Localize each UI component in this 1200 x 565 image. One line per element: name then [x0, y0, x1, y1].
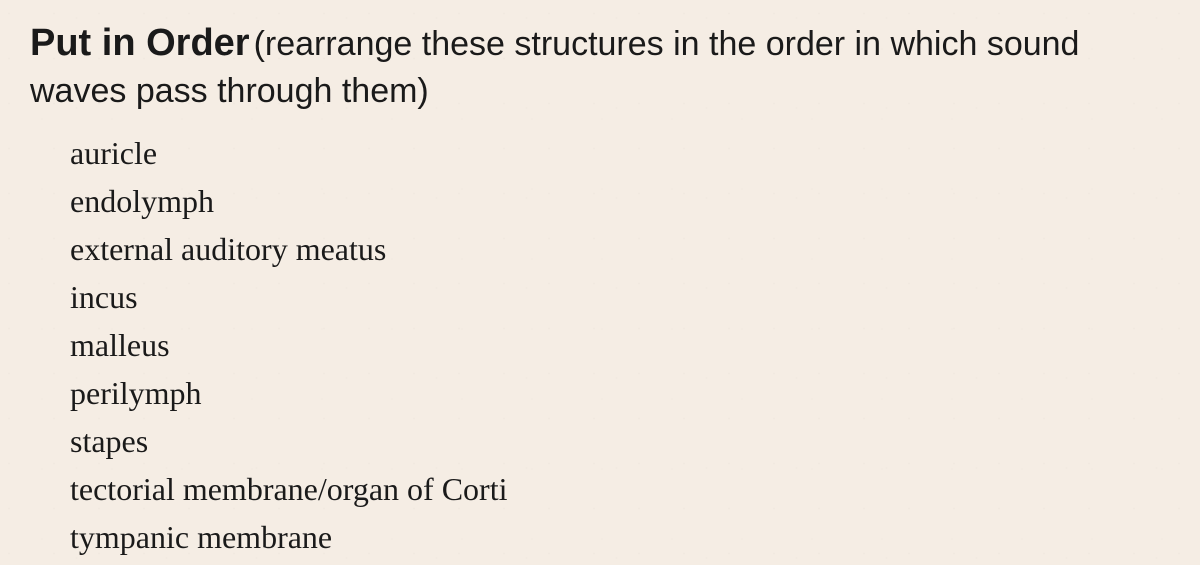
- list-item: incus: [70, 273, 1170, 321]
- list-item: stapes: [70, 417, 1170, 465]
- list-item: malleus: [70, 321, 1170, 369]
- heading-title: Put in Order: [30, 22, 250, 64]
- list-item: tectorial membrane/organ of Corti: [70, 465, 1170, 513]
- list-item: endolymph: [70, 177, 1170, 225]
- structure-list: auricle endolymph external auditory meat…: [30, 129, 1170, 561]
- list-item: tympanic membrane: [70, 513, 1170, 561]
- list-item: auricle: [70, 129, 1170, 177]
- list-item: perilymph: [70, 369, 1170, 417]
- list-item: external auditory meatus: [70, 225, 1170, 273]
- heading-block: Put in Order (rearrange these structures…: [30, 18, 1170, 115]
